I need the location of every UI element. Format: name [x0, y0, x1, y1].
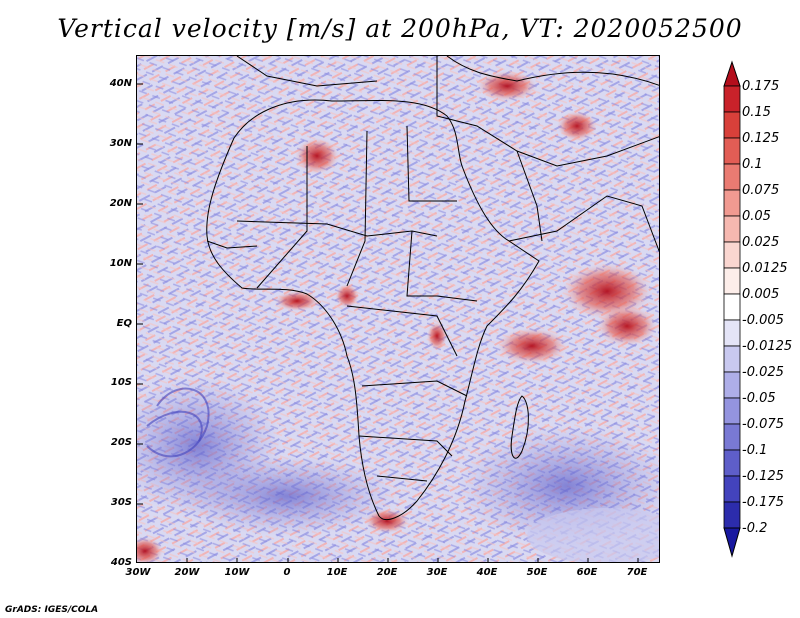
colorbar-swatch — [723, 163, 741, 191]
colorbar-label: -0.025 — [742, 365, 784, 380]
lon-label-10w: 10W — [224, 567, 250, 578]
colorbar-label: -0.175 — [742, 495, 784, 510]
colorbar-swatch — [723, 501, 741, 529]
colorbar-swatch — [723, 397, 741, 425]
colorbar-swatch — [723, 267, 741, 295]
colorbar-max-arrow — [723, 60, 741, 87]
lon-label-10e: 10E — [326, 567, 348, 578]
colorbar-swatch — [723, 189, 741, 217]
colorbar-label: -0.005 — [742, 313, 784, 328]
colorbar-min-arrow — [723, 527, 741, 558]
lat-label-10n: 10N — [109, 258, 132, 269]
colorbar-label: 0.0125 — [742, 261, 788, 276]
lat-label-20s: 20S — [110, 437, 132, 448]
lat-label-20n: 20N — [109, 198, 132, 209]
lon-label-30e: 30E — [426, 567, 448, 578]
colorbar-swatch — [723, 293, 741, 321]
colorbar-label: 0.1 — [742, 157, 763, 172]
colorbar-swatch — [723, 85, 741, 113]
colorbar-swatch — [723, 319, 741, 347]
colorbar-label: -0.125 — [742, 469, 784, 484]
colorbar-swatch — [723, 111, 741, 139]
colorbar-label: 0.15 — [742, 105, 771, 120]
colorbar-swatch — [723, 475, 741, 503]
colorbar-label: 0.175 — [742, 79, 780, 94]
colorbar-label: 0.005 — [742, 287, 780, 302]
coastline-borders — [206, 56, 659, 520]
colorbar-label: -0.0125 — [742, 339, 793, 354]
colorbar-swatch — [723, 423, 741, 451]
colorbar-swatch — [723, 241, 741, 269]
colorbar-label: 0.05 — [742, 209, 771, 224]
lon-label-0: 0 — [283, 567, 291, 578]
colorbar — [723, 60, 741, 558]
axis-ticks — [137, 83, 639, 562]
lon-label-70e: 70E — [626, 567, 648, 578]
colorbar-swatch — [723, 449, 741, 477]
lon-label-20e: 20E — [376, 567, 398, 578]
lon-label-60e: 60E — [576, 567, 598, 578]
lat-label-10s: 10S — [110, 377, 132, 388]
colorbar-swatch — [723, 215, 741, 243]
colorbar-label: 0.075 — [742, 183, 780, 198]
lon-label-30w: 30W — [125, 567, 151, 578]
lat-label-40n: 40N — [109, 78, 132, 89]
grads-credit: GrADS: IGES/COLA — [5, 605, 99, 615]
colorbar-label: -0.2 — [742, 521, 768, 536]
map-plot-area — [136, 55, 660, 563]
colorbar-label: -0.075 — [742, 417, 784, 432]
lon-label-40e: 40E — [476, 567, 498, 578]
lon-label-20w: 20W — [174, 567, 200, 578]
colorbar-swatch — [723, 137, 741, 165]
colorbar-label: 0.025 — [742, 235, 780, 250]
lat-label-30n: 30N — [109, 138, 132, 149]
lat-label-40s: 40S — [110, 557, 132, 568]
lon-label-50e: 50E — [526, 567, 548, 578]
lat-label-eq: EQ — [116, 318, 132, 329]
vertical-velocity-field — [137, 56, 659, 562]
lat-label-30s: 30S — [110, 497, 132, 508]
colorbar-label: 0.125 — [742, 131, 780, 146]
colorbar-label: -0.1 — [742, 443, 768, 458]
colorbar-swatch — [723, 371, 741, 399]
map-title: Vertical velocity [m/s] at 200hPa, VT: 2… — [57, 14, 743, 43]
colorbar-label: -0.05 — [742, 391, 776, 406]
colorbar-swatch — [723, 345, 741, 373]
